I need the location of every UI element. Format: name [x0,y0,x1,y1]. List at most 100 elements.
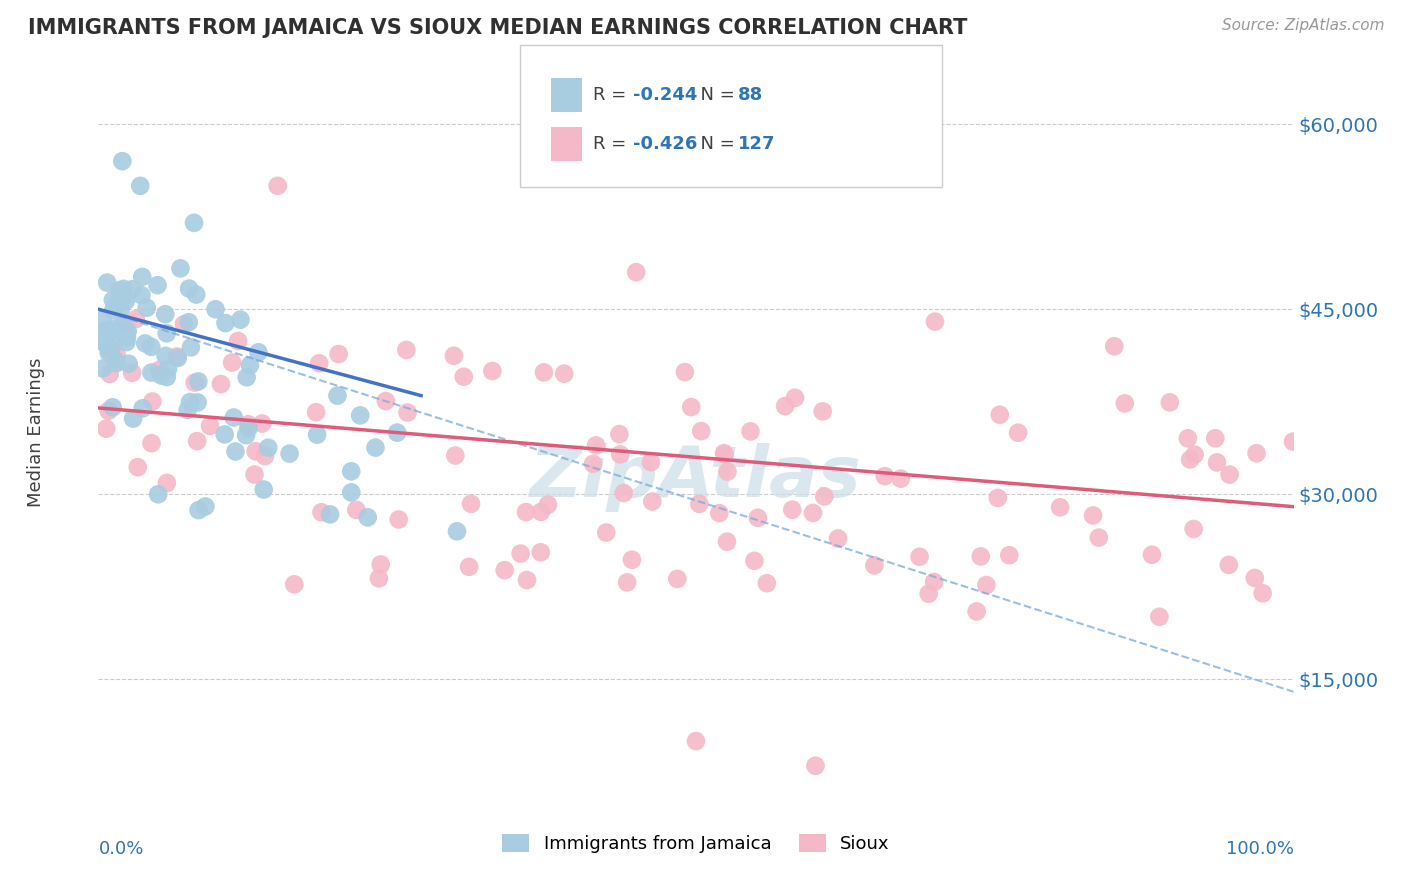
Point [773,399,796,413]
Point [685,734,707,748]
Point [970,549,993,564]
Point [1204,431,1226,445]
Point [976,578,998,592]
Point [121,366,143,380]
Point [166,350,188,364]
Point [194,500,217,514]
Point [114,326,136,340]
Point [1251,586,1274,600]
Point [801,506,824,520]
Point [235,370,257,384]
Point [344,503,367,517]
Point [131,288,153,302]
Point [177,315,200,329]
Point [1246,446,1268,460]
Point [582,457,605,471]
Point [103,335,125,350]
Point [460,497,482,511]
Point [1219,467,1241,482]
Point [146,278,169,293]
Point [585,438,607,452]
Point [111,291,134,305]
Point [250,417,273,431]
Point [368,571,391,585]
Point [1182,522,1205,536]
Point [101,401,124,415]
Point [173,318,195,332]
Text: 127: 127 [738,135,776,153]
Point [453,369,475,384]
Point [103,303,125,318]
Point [494,563,516,577]
Text: N =: N = [689,86,741,103]
Point [96,422,118,436]
Point [666,572,689,586]
Point [180,340,202,354]
Point [616,575,638,590]
Text: ZipAtlas: ZipAtlas [530,442,862,511]
Point [96,276,118,290]
Point [198,418,221,433]
Point [238,421,260,435]
Point [129,178,152,193]
Point [446,524,468,539]
Point [987,491,1010,505]
Point [141,436,163,450]
Point [179,395,201,409]
Point [221,355,243,369]
Point [744,554,766,568]
Point [204,302,226,317]
Point [374,394,396,409]
Point [966,604,988,618]
Point [141,340,163,354]
Point [783,391,806,405]
Point [257,441,280,455]
Point [186,287,208,301]
Point [515,505,537,519]
Point [166,351,188,365]
Point [340,464,363,478]
Point [239,359,262,373]
Point [90,326,112,340]
Point [709,506,731,520]
Point [328,347,350,361]
Point [364,441,387,455]
Point [443,349,465,363]
Point [308,356,330,370]
Point [458,559,481,574]
Point [247,345,270,359]
Point [988,408,1011,422]
Point [156,362,179,376]
Point [641,494,664,508]
Point [117,324,139,338]
Point [922,574,945,589]
Point [125,312,148,326]
Point [1218,558,1240,572]
Point [533,365,555,379]
Point [319,508,342,522]
Point [243,467,266,482]
Point [91,312,114,326]
Point [186,434,208,448]
Point [530,545,553,559]
Point [156,326,179,341]
Point [209,377,232,392]
Point [595,525,617,540]
Point [148,487,170,501]
Point [1007,425,1029,440]
Text: -0.426: -0.426 [633,135,697,153]
Point [183,216,205,230]
Point [155,349,177,363]
Point [1049,500,1071,515]
Legend: Immigrants from Jamaica, Sioux: Immigrants from Jamaica, Sioux [495,827,897,861]
Point [135,301,157,315]
Point [176,403,198,417]
Point [1184,448,1206,462]
Point [716,465,738,479]
Point [1206,455,1229,469]
Point [311,505,333,519]
Point [117,357,139,371]
Point [1159,395,1181,409]
Point [873,469,896,483]
Point [626,265,648,279]
